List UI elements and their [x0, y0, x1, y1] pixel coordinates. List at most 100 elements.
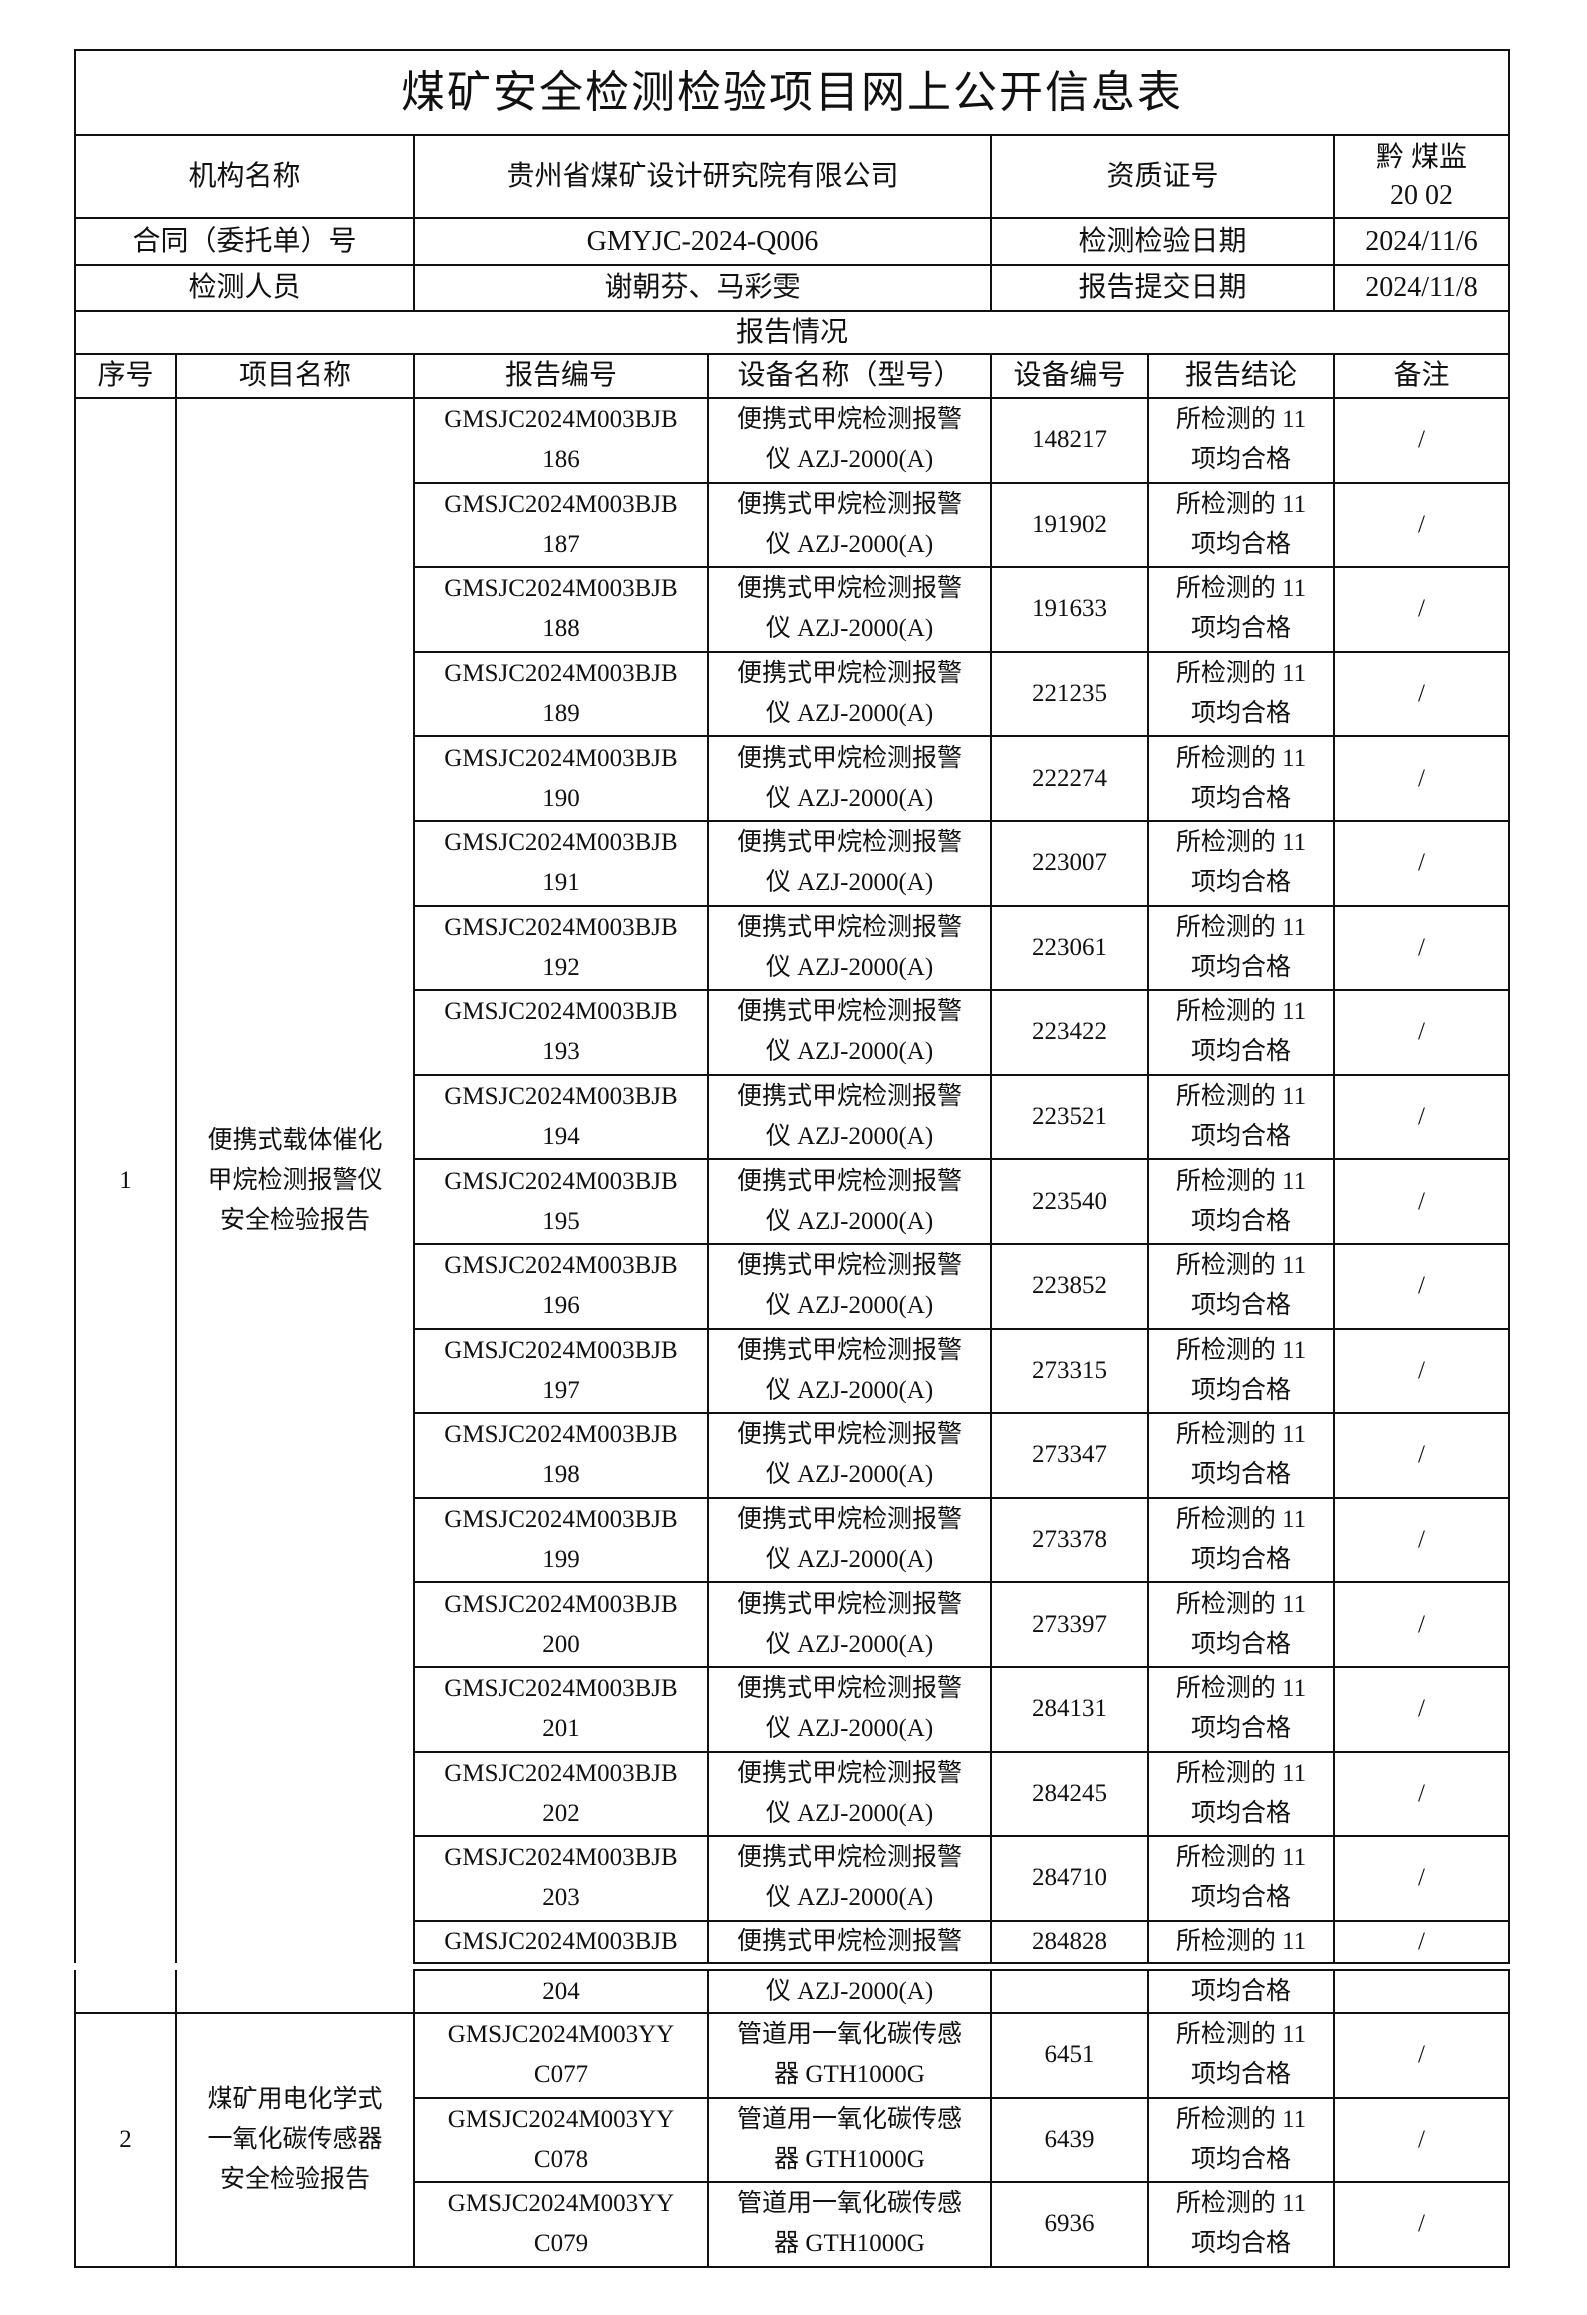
report-number-line: GMSJC2024M003BJB	[444, 406, 678, 434]
device-name-line: 仪 AZJ-2000(A)	[765, 1977, 934, 2005]
conclusion: 所检测的 11 项均合格	[1147, 650, 1335, 738]
note: /	[1332, 397, 1511, 484]
device-name: 便携式甲烷检测报警仪 AZJ-2000(A)	[707, 904, 992, 992]
conclusion: 所检测的 11 项均合格	[1147, 397, 1335, 484]
col-header: 报告编号	[413, 353, 709, 399]
conclusion-line: 项均合格	[1190, 2230, 1291, 2258]
report-number: GMSJC2024M003BJB 194	[413, 1073, 709, 1161]
device-number: 223540	[990, 1158, 1149, 1245]
report-number-line: GMSJC2024M003BJB	[444, 1083, 678, 1111]
device-name: 便携式甲烷检测报警仪 AZJ-2000(A)	[707, 397, 992, 484]
device-name-line: 便携式甲烷检测报警	[736, 1167, 962, 1195]
table-row: GMSJC2024M003BJB 203 便携式甲烷检测报警仪 AZJ-2000(A…	[75, 1835, 1511, 1922]
note	[1333, 1969, 1510, 2014]
staff-value: 谢朝芬、马彩雯	[413, 264, 992, 312]
report-number-line: C078	[533, 2145, 589, 2173]
table-row: GMSJC2024M003BJB 188 便携式甲烷检测报警仪 AZJ-2000(A…	[75, 566, 1511, 653]
conclusion: 所检测的 11 项均合格	[1147, 1242, 1335, 1330]
conclusion: 所检测的 11 项均合格	[1147, 1835, 1335, 1922]
device-name: 便携式甲烷检测报警仪 AZJ-2000(A)	[707, 1581, 992, 1668]
device-name-line: 便携式甲烷检测报警	[736, 575, 962, 603]
device-number: 284245	[990, 1750, 1149, 1838]
conclusion-line: 所检测的 11	[1175, 744, 1307, 772]
table-row: GMSJC2024M003YY C079 管道用一氧化碳传感器 GTH1000G 69…	[75, 2181, 1510, 2268]
note: /	[1333, 2181, 1510, 2268]
conclusion-line: 所检测的 11	[1175, 1252, 1307, 1280]
report-number: GMSJC2024M003BJB 203	[413, 1835, 709, 1922]
col-header: 序号	[74, 353, 177, 399]
device-number: 223852	[990, 1242, 1149, 1330]
note: /	[1332, 904, 1511, 992]
device-name: 便携式甲烷检测报警仪 AZJ-2000(A)	[707, 1750, 992, 1838]
note: /	[1332, 481, 1511, 569]
report-number-line: 189	[542, 700, 580, 728]
report-number: GMSJC2024M003BJB 195	[413, 1158, 709, 1245]
device-number: 191633	[990, 566, 1149, 653]
device-name-line: 管道用一氧化碳传感	[736, 2190, 962, 2218]
note: /	[1332, 1412, 1511, 1499]
contract-label: 合同（委托单）号	[74, 217, 415, 266]
project-name-line: 安全检验报告	[219, 2165, 370, 2193]
device-name-line: 便携式甲烷检测报警	[736, 406, 962, 434]
device-number: 221235	[990, 650, 1149, 738]
table-row: GMSJC2024M003YY C078 管道用一氧化碳传感器 GTH1000G 64…	[75, 2096, 1510, 2183]
project-name-line: 煤矿用电化学式	[207, 2085, 383, 2113]
table-row: GMSJC2024M003BJB 200 便携式甲烷检测报警仪 AZJ-2000(A…	[75, 1581, 1511, 1668]
report-number-line: 190	[542, 784, 580, 812]
note: /	[1332, 566, 1511, 653]
staff-label: 检测人员	[74, 264, 415, 312]
device-name-line: 器 GTH1000G	[774, 2145, 925, 2173]
device-name-line: 便携式甲烷检测报警	[736, 998, 962, 1026]
report-section-heading: 报告情况	[73, 310, 1511, 355]
conclusion: 所检测的 11 项均合格	[1147, 1581, 1335, 1668]
report-number-line: 198	[542, 1461, 580, 1489]
device-name-line: 仪 AZJ-2000(A)	[765, 1546, 934, 1574]
device-name-line: 仪 AZJ-2000(A)	[765, 1715, 934, 1743]
conclusion: 所检测的 11 项均合格	[1147, 904, 1335, 992]
conclusion: 所检测的 11 项均合格	[1147, 566, 1335, 653]
table-row: 2 煤矿用电化学式 一氧化碳传感器 安全检验报告 GMSJC2024M003YY C077…	[74, 2012, 1510, 2268]
device-name-line: 仪 AZJ-2000(A)	[765, 1799, 934, 1827]
report-number-line: GMSJC2024M003BJB	[444, 829, 678, 857]
report-number-line: 199	[542, 1546, 580, 1574]
device-name-line: 便携式甲烷检测报警	[736, 1421, 962, 1449]
col-header: 备注	[1332, 353, 1511, 399]
table-row: GMSJC2024M003BJB 197 便携式甲烷检测报警仪 AZJ-2000(A…	[75, 1327, 1511, 1415]
table-row: 1 便携式载体催化 甲烷检测报警仪 安全检验报告 GMSJC2024M003BJB 186…	[74, 397, 1511, 1963]
device-name-line: 仪 AZJ-2000(A)	[765, 1292, 934, 1320]
project-name	[175, 1970, 415, 2014]
conclusion-line: 项均合格	[1190, 1123, 1291, 1151]
device-name-line: 仪 AZJ-2000(A)	[765, 530, 934, 558]
conclusion-line: 项均合格	[1190, 1977, 1291, 2005]
conclusion-line: 项均合格	[1190, 1376, 1291, 1404]
report-number: GMSJC2024M003BJB 187	[413, 481, 709, 569]
conclusion-line: 所检测的 11	[1175, 998, 1307, 1026]
conclusion: 所检测的 11 项均合格	[1147, 819, 1335, 907]
device-number: 222274	[990, 735, 1149, 822]
report-number-line: GMSJC2024M003YY	[447, 2021, 675, 2049]
report-number-line: GMSJC2024M003BJB	[444, 1252, 678, 1280]
note: /	[1332, 989, 1511, 1076]
col-header: 报告结论	[1147, 353, 1335, 399]
col-header: 项目名称	[175, 353, 415, 399]
note: /	[1332, 1665, 1511, 1753]
conclusion-line: 项均合格	[1190, 446, 1291, 474]
report-number-line: GMSJC2024M003BJB	[444, 744, 678, 772]
report-number: GMSJC2024M003YY C079	[413, 2181, 709, 2268]
table-row: GMSJC2024M003BJB 187 便携式甲烷检测报警仪 AZJ-2000(A…	[75, 481, 1511, 569]
note: /	[1332, 1496, 1511, 1584]
device-name-line: 便携式甲烷检测报警	[736, 1927, 962, 1955]
note: /	[1332, 1073, 1511, 1161]
report-number: GMSJC2024M003YY C077	[413, 2012, 709, 2099]
report-number-line: 203	[542, 1884, 580, 1912]
device-name: 便携式甲烷检测报警仪 AZJ-2000(A)	[707, 1496, 992, 1584]
col-header: 设备名称（型号）	[707, 353, 992, 399]
device-number	[990, 1969, 1149, 2014]
table-row: 204 仪 AZJ-2000(A) 项均合格	[74, 1969, 1510, 2014]
report-number: GMSJC2024M003BJB 201	[413, 1665, 709, 1753]
conclusion-line: 所检测的 11	[1175, 913, 1307, 941]
conclusion-line: 项均合格	[1190, 1461, 1291, 1489]
conclusion-line: 所检测的 11	[1175, 490, 1307, 518]
device-name: 仪 AZJ-2000(A)	[707, 1969, 992, 2014]
device-name-line: 便携式甲烷检测报警	[736, 744, 962, 772]
